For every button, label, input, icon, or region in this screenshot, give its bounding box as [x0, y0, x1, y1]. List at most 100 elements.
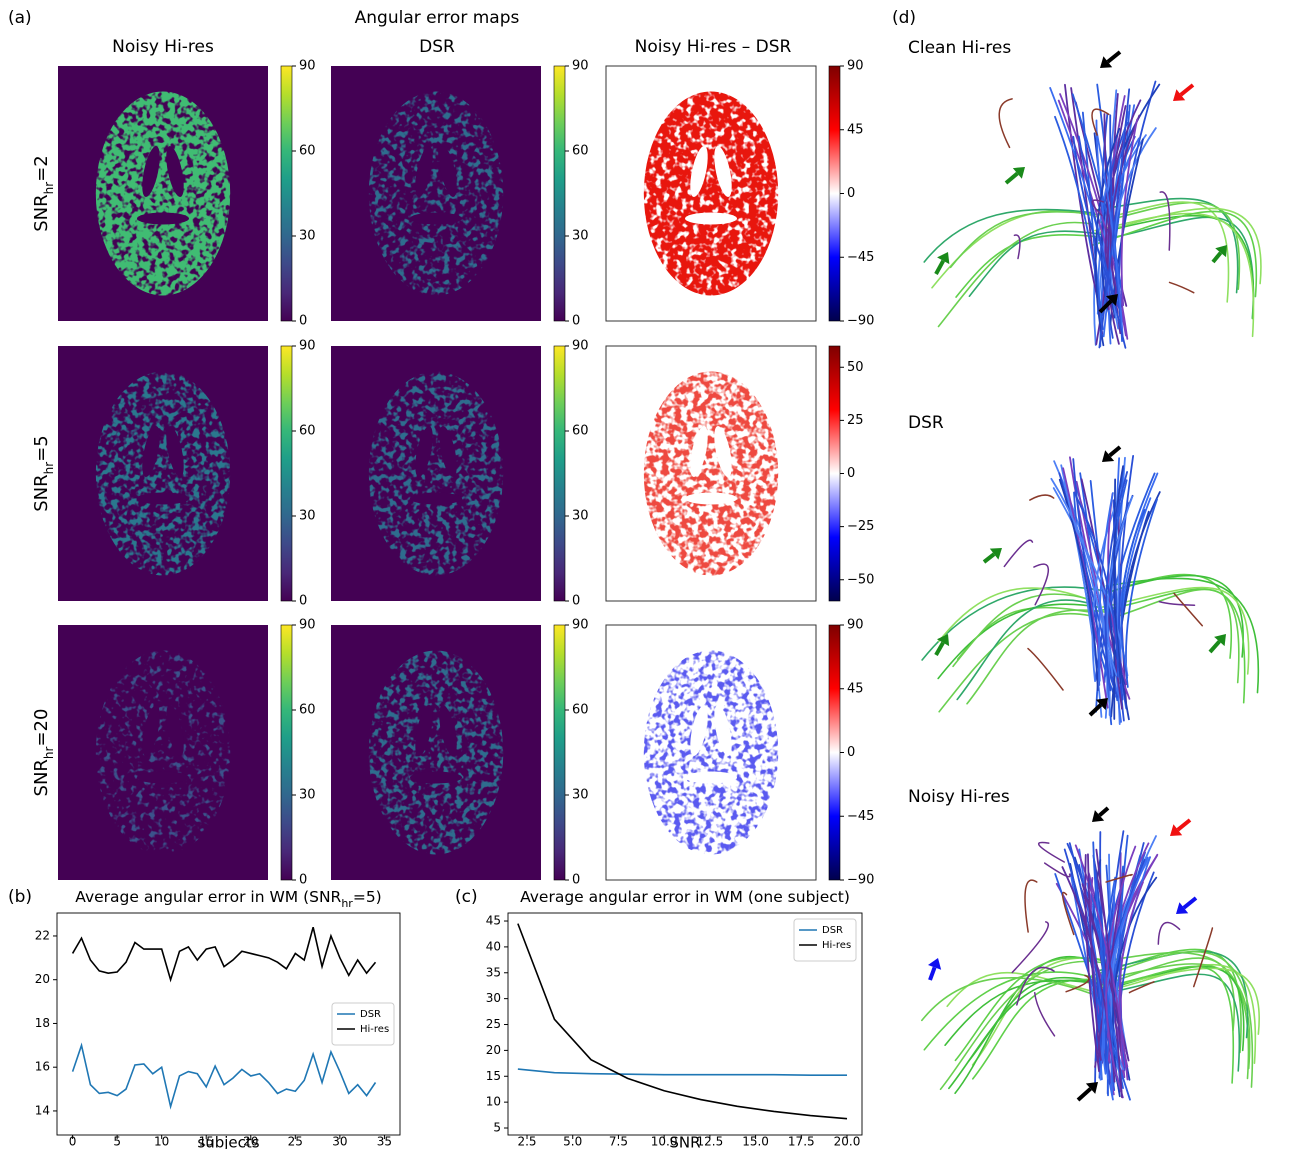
row-label-base: SNR — [31, 194, 52, 231]
x-tick-label: 0 — [69, 1135, 77, 1149]
row-label-rest: =5 — [31, 435, 52, 462]
arrow-shaft — [936, 261, 943, 274]
colorbar-tick-label: 90 — [299, 618, 316, 633]
arrow-shaft — [1178, 820, 1190, 830]
colorbar — [281, 66, 292, 321]
y-tick-label: 14 — [35, 1103, 50, 1117]
streamline — [1035, 993, 1055, 1036]
ventricle — [410, 213, 462, 225]
column-header: Noisy Hi-res — [112, 37, 214, 57]
colorbar-tick-label: 60 — [299, 703, 316, 718]
streamline — [939, 614, 1090, 712]
colorbar-tick-label: 45 — [847, 122, 864, 137]
row-label-rest: =2 — [31, 155, 52, 182]
ventricle — [410, 772, 462, 784]
page: (a) Angular error maps (b) (c) (d) Noisy… — [0, 0, 1290, 1149]
x-tick-label: 15 — [199, 1135, 214, 1149]
colorbar — [829, 625, 840, 880]
y-tick-label: 20 — [486, 1043, 501, 1057]
panel-label: (a) — [8, 8, 32, 28]
streamline — [1126, 499, 1157, 687]
colorbar-tick-label: −50 — [847, 572, 874, 587]
row-label-rest: =20 — [31, 709, 52, 747]
colorbar-tick-label: 90 — [299, 59, 316, 74]
colorbar — [281, 346, 292, 601]
colorbar-tick-label: 0 — [299, 873, 307, 888]
column-header: DSR — [419, 37, 455, 57]
y-tick-label: 22 — [35, 928, 50, 942]
colorbar-tick-label: 90 — [847, 618, 864, 633]
y-tick-label: 30 — [486, 991, 501, 1005]
colorbar-tick-label: −45 — [847, 809, 874, 824]
colorbar-tick-label: −45 — [847, 250, 874, 265]
arrow-shaft — [1184, 898, 1196, 908]
tract-label: Noisy Hi-res — [908, 787, 1010, 807]
arrow-shaft — [1181, 85, 1193, 95]
streamline — [1034, 564, 1048, 605]
colorbar-tick-label: 0 — [299, 594, 307, 609]
x-tick-label: 17.5 — [788, 1135, 815, 1149]
panel-label: (c) — [455, 887, 478, 907]
ventricle — [137, 772, 189, 784]
series-line — [518, 1069, 847, 1075]
row-label: SNRhr=2 — [31, 155, 56, 232]
streamline — [924, 209, 1094, 262]
legend-label: DSR — [822, 925, 843, 936]
x-tick-label: 20.0 — [834, 1135, 861, 1149]
streamline — [949, 980, 1108, 1088]
row-label-sub: hr — [42, 746, 56, 759]
colorbar-tick-label: 30 — [299, 509, 316, 524]
colorbar-tick-label: 45 — [847, 681, 864, 696]
figure: (a) Angular error maps (b) (c) (d) Noisy… — [0, 0, 1290, 1149]
colorbar-tick-label: 30 — [572, 788, 589, 803]
x-tick-label: 15.0 — [742, 1135, 769, 1149]
row-label-sub: hr — [42, 182, 56, 195]
arrow-shaft — [1110, 447, 1120, 456]
y-tick-label: 35 — [486, 965, 501, 979]
colorbar — [281, 625, 292, 880]
row-label: SNRhr=5 — [31, 435, 56, 512]
tract-label: DSR — [908, 413, 944, 433]
ventricle — [137, 493, 189, 505]
chart-title-main: Average angular error in WM (one subject… — [520, 888, 850, 906]
y-tick-label: 5 — [493, 1121, 501, 1135]
legend-label: Hi-res — [822, 940, 851, 951]
streamline — [956, 235, 1106, 297]
x-tick-label: 5.0 — [563, 1135, 582, 1149]
chart-title: Average angular error in WM (one subject… — [520, 888, 850, 906]
arrow-shaft — [930, 967, 935, 980]
legend-label: DSR — [360, 1009, 381, 1020]
ventricle — [410, 493, 462, 505]
colorbar-tick-label: 90 — [847, 59, 864, 74]
y-tick-label: 18 — [35, 1016, 50, 1030]
streamline — [1028, 649, 1063, 690]
streamline — [1004, 540, 1032, 566]
colorbar-tick-label: 50 — [847, 360, 864, 375]
ventricle — [685, 213, 737, 225]
series-line — [73, 1045, 376, 1106]
row-label-base: SNR — [31, 474, 52, 511]
arrow-shaft — [984, 554, 994, 562]
chart-title: Average angular error in WM (SNRhr=5) — [75, 888, 381, 910]
chart-title-end: =5) — [353, 888, 382, 906]
ventricle — [685, 493, 737, 505]
colorbar-tick-label: 60 — [572, 144, 589, 159]
chart-title-sub: hr — [341, 897, 353, 910]
x-tick-label: 35 — [377, 1135, 392, 1149]
tractography — [922, 831, 1259, 1100]
streamline — [969, 231, 1102, 296]
colorbar-tick-label: 60 — [572, 424, 589, 439]
y-tick-label: 20 — [35, 972, 50, 986]
streamline — [938, 222, 1092, 326]
colorbar-tick-label: 25 — [847, 413, 864, 428]
row-label: SNRhr=20 — [31, 709, 56, 797]
streamline — [1030, 495, 1054, 500]
arrow-shaft — [1078, 1089, 1091, 1100]
panel-label: (b) — [8, 887, 32, 907]
colorbar-tick-label: 90 — [572, 618, 589, 633]
arrow-shaft — [1213, 253, 1221, 262]
streamline — [939, 588, 1091, 641]
arrow-shaft — [1006, 173, 1017, 183]
y-tick-label: 15 — [486, 1069, 501, 1083]
x-tick-label: 2.5 — [517, 1135, 536, 1149]
